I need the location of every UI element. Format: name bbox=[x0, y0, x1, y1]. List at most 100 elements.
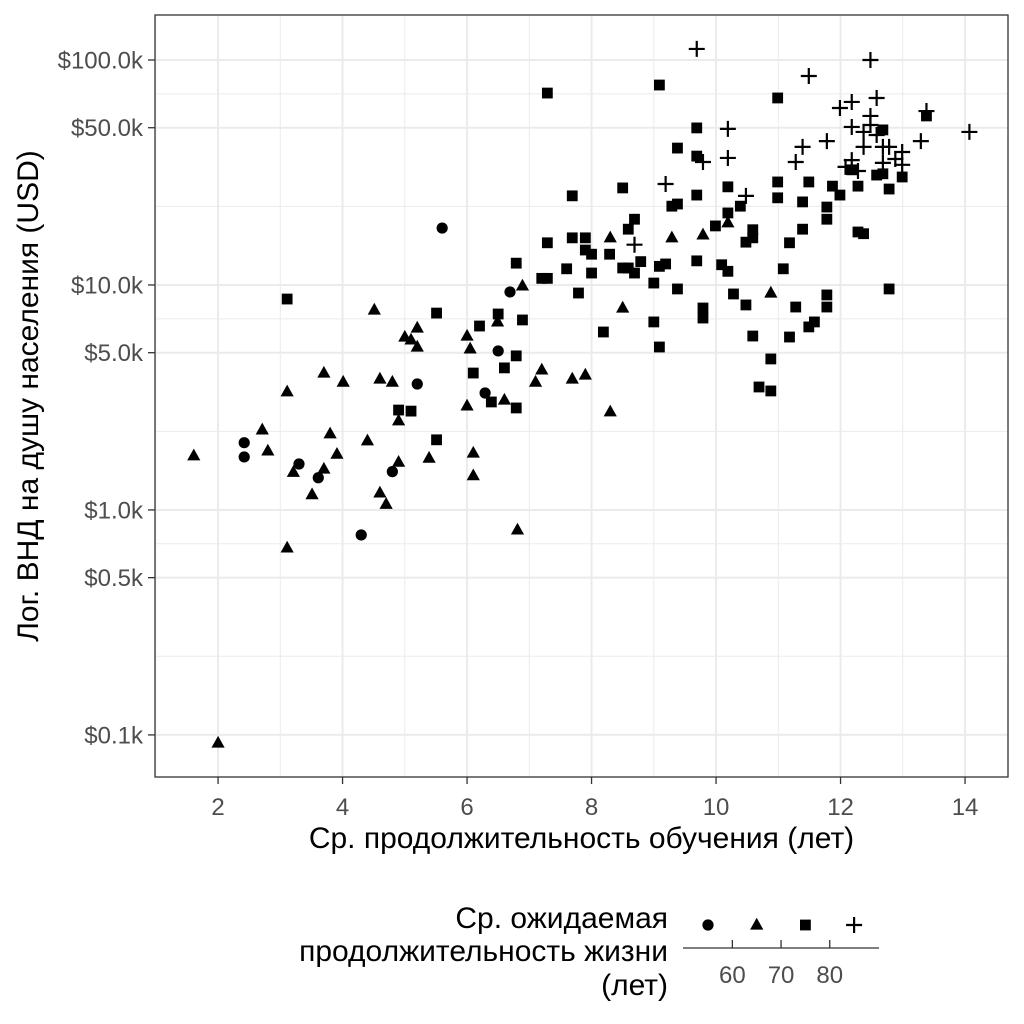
point-triangle bbox=[528, 374, 543, 387]
point-triangle bbox=[280, 540, 294, 553]
point-square bbox=[852, 226, 864, 238]
point-triangle bbox=[391, 413, 406, 426]
legend-keys bbox=[702, 917, 863, 933]
point-square bbox=[648, 316, 660, 328]
point-circle bbox=[386, 466, 398, 478]
point-triangle bbox=[510, 522, 525, 535]
point-triangle bbox=[379, 497, 393, 509]
y-axis: $0.1k $0.5k $1.0k $5.0k $10.0k $50.0k $100.0k bbox=[58, 48, 155, 749]
point-square bbox=[629, 213, 640, 225]
point-square bbox=[393, 404, 404, 416]
point-triangle bbox=[330, 446, 344, 459]
point-square bbox=[597, 326, 609, 338]
point-square bbox=[883, 183, 895, 195]
point-square bbox=[797, 223, 808, 235]
point-triangle bbox=[317, 365, 331, 378]
point-square bbox=[617, 182, 629, 194]
point-plus bbox=[874, 154, 891, 171]
point-triangle bbox=[578, 367, 592, 380]
point-triangle bbox=[490, 314, 505, 327]
point-square bbox=[747, 224, 759, 236]
point-square bbox=[852, 180, 864, 192]
y-tick-label: $10.0k bbox=[71, 272, 144, 299]
point-triangle bbox=[261, 443, 275, 456]
point-square bbox=[772, 92, 784, 104]
point-triangle bbox=[410, 320, 424, 333]
point-triangle bbox=[385, 374, 399, 387]
point-square bbox=[809, 316, 820, 328]
y-tick-label: $0.1k bbox=[84, 722, 144, 749]
point-triangle bbox=[460, 398, 474, 411]
point-square bbox=[604, 248, 616, 260]
point-square bbox=[536, 272, 548, 284]
point-square bbox=[722, 207, 734, 219]
point-square bbox=[660, 258, 672, 270]
point-square bbox=[821, 213, 833, 225]
point-square bbox=[821, 201, 833, 213]
point-triangle bbox=[466, 468, 480, 481]
point-triangle bbox=[463, 341, 477, 354]
point-square bbox=[510, 257, 522, 269]
point-square bbox=[579, 244, 591, 256]
point-circle bbox=[355, 529, 367, 541]
point-plus bbox=[688, 40, 705, 57]
point-triangle bbox=[422, 450, 436, 463]
point-square bbox=[672, 198, 683, 210]
point-plus bbox=[855, 138, 872, 155]
point-square bbox=[492, 308, 504, 320]
y-tick-label: $100.0k bbox=[58, 48, 144, 75]
legend-break-label: 80 bbox=[816, 962, 843, 989]
point-square bbox=[722, 265, 734, 277]
point-square bbox=[510, 402, 522, 414]
point-square bbox=[697, 302, 709, 314]
point-square bbox=[790, 301, 802, 313]
point-triangle bbox=[460, 328, 474, 341]
point-square bbox=[803, 321, 815, 333]
point-square bbox=[586, 267, 597, 279]
point-circle bbox=[479, 387, 491, 399]
point-plus bbox=[894, 143, 911, 160]
point-square bbox=[877, 124, 889, 136]
point-square bbox=[431, 434, 442, 446]
point-square bbox=[691, 189, 703, 201]
y-axis-title: Лог. ВНД на душу населения (USD) bbox=[12, 150, 45, 642]
point-square bbox=[691, 150, 703, 162]
point-triangle bbox=[603, 404, 617, 417]
point-square bbox=[654, 341, 665, 353]
legend-break-label: 70 bbox=[768, 962, 795, 989]
point-circle bbox=[312, 472, 324, 484]
y-tick-label: $5.0k bbox=[84, 340, 144, 367]
point-triangle bbox=[721, 215, 735, 228]
point-square bbox=[716, 259, 728, 271]
point-square bbox=[877, 168, 889, 180]
point-square bbox=[541, 87, 553, 99]
point-square bbox=[573, 287, 584, 299]
point-circle bbox=[293, 458, 305, 470]
point-circle bbox=[411, 378, 423, 390]
point-plus bbox=[843, 118, 860, 135]
x-tick-label: 10 bbox=[703, 794, 730, 821]
point-plus bbox=[719, 120, 736, 137]
legend-breaks: 60 70 80 bbox=[719, 940, 843, 989]
point-square bbox=[777, 263, 789, 275]
point-square bbox=[566, 190, 578, 202]
point-square bbox=[765, 353, 777, 365]
x-tick-label: 6 bbox=[460, 794, 473, 821]
legend-break-label: 60 bbox=[719, 962, 746, 989]
legend-key-triangle-icon bbox=[750, 917, 764, 930]
point-plus bbox=[657, 176, 674, 193]
point-triangle bbox=[336, 374, 350, 387]
point-square bbox=[728, 288, 739, 300]
point-square bbox=[666, 200, 678, 212]
legend-title-line-3: (лет) bbox=[601, 969, 668, 1002]
point-plus bbox=[862, 52, 879, 69]
point-triangle bbox=[367, 302, 381, 315]
point-triangle bbox=[616, 300, 630, 313]
point-plus bbox=[719, 149, 736, 166]
point-triangle bbox=[466, 445, 480, 458]
point-plus bbox=[800, 67, 817, 84]
point-triangle bbox=[360, 433, 375, 446]
point-square bbox=[753, 381, 765, 393]
point-triangle bbox=[305, 487, 319, 500]
point-plus bbox=[818, 133, 835, 150]
